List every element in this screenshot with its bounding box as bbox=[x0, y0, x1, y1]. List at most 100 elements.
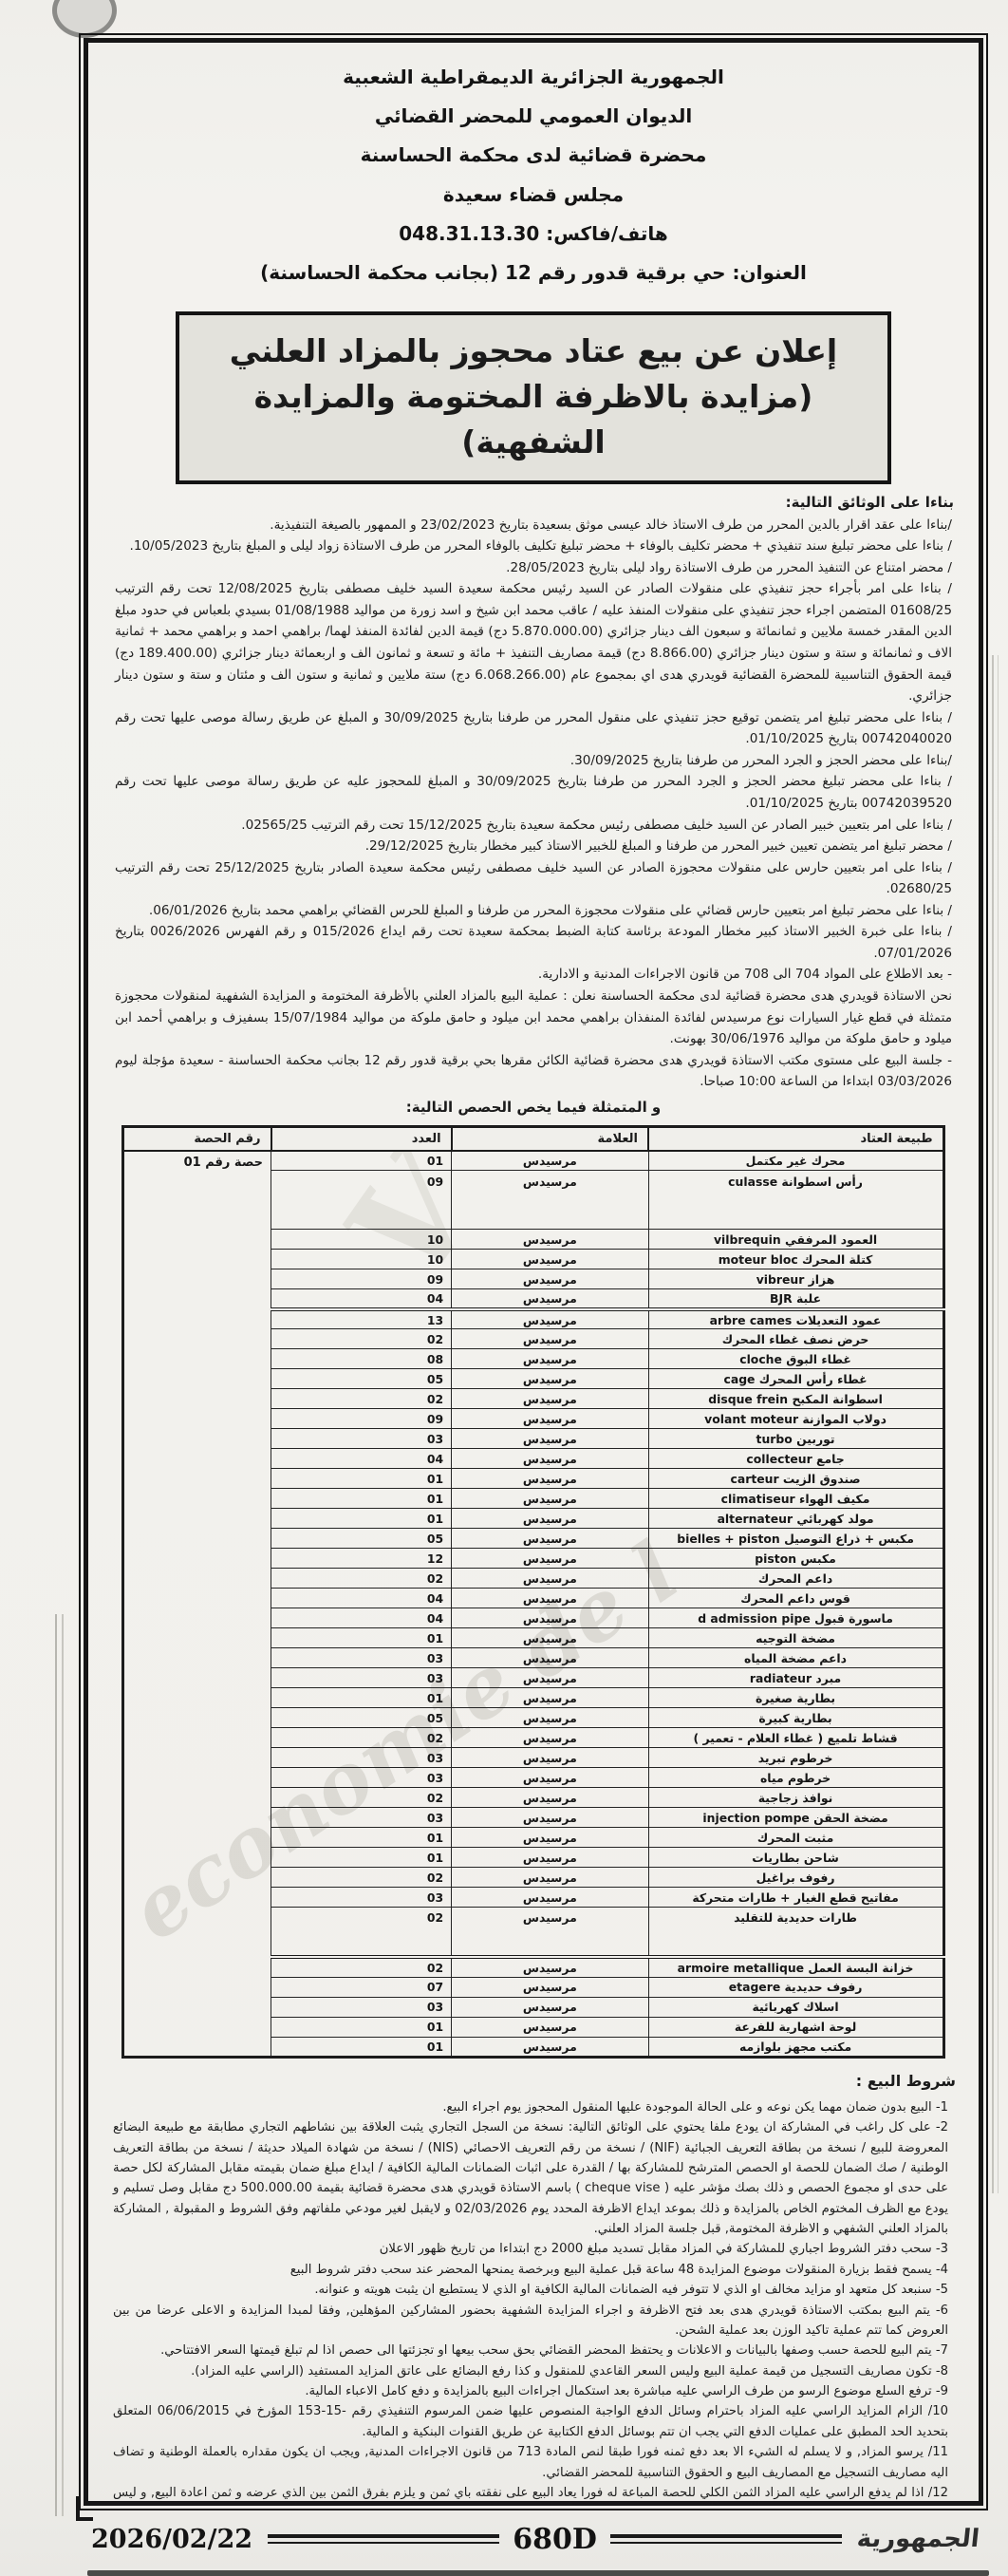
legal-clause: نحن الاستاذة قويدري هدى محضرة قضائية لدى… bbox=[115, 988, 952, 1047]
qty-cell: 03 bbox=[270, 1667, 453, 1689]
journal-name: الجمهورية bbox=[855, 2525, 981, 2553]
scan-edge-artifact-left bbox=[55, 1614, 64, 2516]
item-cell: بطارية صغيرة bbox=[647, 1687, 944, 1709]
legal-clause: / بناءا على محضر تبليغ محضر الحجز و الجر… bbox=[115, 774, 952, 811]
table-row: محرك غير مكتمل مرسيدس 01 حصة رقم 01 bbox=[122, 1150, 944, 2058]
item-cell: غطاء رأس المحرك cage bbox=[647, 1368, 944, 1390]
brand-cell: مرسيدس bbox=[451, 1288, 649, 1310]
brand-cell: مرسيدس bbox=[451, 1428, 649, 1450]
table-row: مكيف الهواء climatiseur مرسيدس 01 bbox=[123, 1488, 944, 1510]
notice-frame: الجمهورية الجزائرية الديمقراطية الشعبية … bbox=[79, 33, 988, 2510]
qty-cell: 01 bbox=[270, 2016, 453, 2038]
qty-cell: 02 bbox=[270, 1328, 453, 1350]
lot-cell: حصة رقم 01 bbox=[122, 1150, 271, 2058]
table-row: مكتب مجهز بلوازمه مرسيدس 01 bbox=[123, 2036, 944, 2058]
header-line-address: العنوان: حي برقية قدور رقم 12 (بجانب محك… bbox=[260, 260, 807, 284]
qty-cell: 05 bbox=[270, 1528, 453, 1550]
brand-cell: مرسيدس bbox=[451, 1847, 649, 1869]
qty-cell: 10 bbox=[270, 1229, 453, 1250]
brand-cell: مرسيدس bbox=[451, 1448, 649, 1470]
brand-cell: مرسيدس bbox=[451, 1647, 649, 1669]
qty-cell: 01 bbox=[270, 1687, 453, 1709]
table-row: مضخة التوجيه مرسيدس 01 bbox=[123, 1627, 944, 1649]
col-header-item: طبيعة العتاد bbox=[646, 1125, 945, 1152]
brand-cell: مرسيدس bbox=[451, 1727, 649, 1749]
legal-clause: / بناءا على خبرة الخبير الاستاذ كبير مخط… bbox=[115, 924, 952, 961]
item-cell: خزانة البسة العمل armoire metallique bbox=[647, 1955, 944, 1978]
publication-date: 2026/02/22 bbox=[91, 2524, 253, 2554]
qty-cell: 02 bbox=[270, 1727, 453, 1749]
item-cell: محرك غير مكتمل bbox=[647, 1150, 944, 1172]
brand-cell: مرسيدس bbox=[451, 1170, 649, 1231]
qty-cell: 01 bbox=[270, 1468, 453, 1490]
table-row: قوس داعم المحرك مرسيدس 04 bbox=[123, 1588, 944, 1609]
item-cell: طارات حديدية للتقليد bbox=[647, 1907, 944, 1958]
item-cell: اسلاك كهربائية bbox=[647, 1996, 944, 2018]
table-row: علبة BJR مرسيدس 04 bbox=[123, 1288, 944, 1310]
header-line-phone: هاتف/فاكس: 048.31.13.30 bbox=[399, 221, 668, 245]
brand-cell: مرسيدس bbox=[451, 1229, 649, 1250]
brand-cell: مرسيدس bbox=[451, 1787, 649, 1809]
qty-cell: 03 bbox=[270, 1807, 453, 1829]
qty-cell: 02 bbox=[270, 1568, 453, 1589]
lots-table: طبيعة العتاد العلامة العدد رقم الحصة محر… bbox=[121, 1124, 945, 2059]
qty-cell: 02 bbox=[270, 1907, 453, 1958]
item-cell: رفوف حديدية etagere bbox=[647, 1976, 944, 1998]
qty-cell: 01 bbox=[270, 1508, 453, 1530]
item-cell: دولاب الموازنة volant moteur bbox=[647, 1408, 944, 1430]
ad-code: 680D bbox=[513, 2522, 597, 2556]
qty-cell: 02 bbox=[270, 1955, 453, 1978]
sale-term: 4- يسمح فقط بزيارة المنقولات موضوع المزا… bbox=[289, 2262, 948, 2277]
item-cell: داعم مضخة المياه bbox=[647, 1647, 944, 1669]
footer-rule-right bbox=[609, 2534, 843, 2544]
table-row: مكبس piston مرسيدس 12 bbox=[123, 1548, 944, 1570]
brand-cell: مرسيدس bbox=[451, 1150, 649, 1172]
table-row: مضخة الحقن injection pompe مرسيدس 03 bbox=[123, 1807, 944, 1829]
qty-cell: 09 bbox=[270, 1170, 453, 1231]
table-row: خرطوم تبريد مرسيدس 03 bbox=[123, 1747, 944, 1769]
qty-cell: 10 bbox=[270, 1249, 453, 1270]
qty-cell: 12 bbox=[270, 1548, 453, 1570]
legal-clauses: /بناءا على عقد اقرار بالدين المحرر من طر… bbox=[109, 515, 958, 1093]
brand-cell: مرسيدس bbox=[451, 1588, 649, 1609]
legal-clause: - بعد الاطلاع على المواد 704 الى 708 من … bbox=[537, 967, 952, 983]
qty-cell: 05 bbox=[270, 1707, 453, 1729]
brand-cell: مرسيدس bbox=[451, 1348, 649, 1370]
item-cell: مكبس + ذراع التوصيل bielles + piston bbox=[647, 1528, 944, 1550]
table-header-row: طبيعة العتاد العلامة العدد رقم الحصة bbox=[121, 1125, 945, 1152]
table-row: العمود المرفقي vilbrequin مرسيدس 10 bbox=[123, 1229, 944, 1250]
item-cell: مضخة الحقن injection pompe bbox=[647, 1807, 944, 1829]
brand-cell: مرسيدس bbox=[451, 1687, 649, 1709]
brand-cell: مرسيدس bbox=[451, 1707, 649, 1729]
qty-cell: 03 bbox=[270, 1767, 453, 1789]
scan-edge-artifact-right bbox=[992, 655, 999, 2193]
qty-cell: 08 bbox=[270, 1348, 453, 1370]
item-cell: لوحة اشهارية للفرعة bbox=[647, 2016, 944, 2038]
item-cell: مولد كهربائي alternateur bbox=[647, 1508, 944, 1530]
notice-title-line2: (مزايدة بالاظرفة المختومة والمزايدة الشف… bbox=[253, 377, 813, 461]
item-cell: مبرد radiateur bbox=[647, 1667, 944, 1689]
qty-cell: 09 bbox=[270, 1269, 453, 1290]
bottom-separator-bar bbox=[87, 2570, 989, 2576]
brand-cell: مرسيدس bbox=[451, 1996, 649, 2018]
official-header: الجمهورية الجزائرية الديمقراطية الشعبية … bbox=[109, 58, 958, 292]
header-line-office: الديوان العمومي للمحضر القضائي bbox=[374, 104, 693, 128]
brand-cell: مرسيدس bbox=[451, 1328, 649, 1350]
item-cell: مضخة التوجيه bbox=[647, 1627, 944, 1649]
qty-cell: 02 bbox=[270, 1867, 453, 1889]
item-cell: مكبس piston bbox=[647, 1548, 944, 1570]
item-cell: مكيف الهواء climatiseur bbox=[647, 1488, 944, 1510]
item-cell: قشاط تلميع ( غطاء العلام - تعمير ) bbox=[647, 1727, 944, 1749]
brand-cell: مرسيدس bbox=[451, 1528, 649, 1550]
brand-cell: مرسيدس bbox=[451, 1608, 649, 1629]
brand-cell: مرسيدس bbox=[451, 1368, 649, 1390]
table-row: قشاط تلميع ( غطاء العلام - تعمير ) مرسيدس… bbox=[123, 1727, 944, 1749]
sale-term: 5- سنبعد كل متعهد او مزايد مخالف او الذي… bbox=[314, 2283, 948, 2298]
notice-title-box: إعلان عن بيع عتاد محجوز بالمزاد العلني (… bbox=[176, 311, 891, 484]
table-row: اسلاك كهربائية مرسيدس 03 bbox=[123, 1996, 944, 2018]
paperclip-mark bbox=[52, 0, 117, 38]
table-row: هزاز vibreur مرسيدس 09 bbox=[123, 1269, 944, 1290]
notice-title-line1: إعلان عن بيع عتاد محجوز بالمزاد العلني bbox=[229, 332, 838, 370]
qty-cell: 01 bbox=[270, 1150, 453, 1172]
brand-cell: مرسيدس bbox=[451, 1827, 649, 1849]
